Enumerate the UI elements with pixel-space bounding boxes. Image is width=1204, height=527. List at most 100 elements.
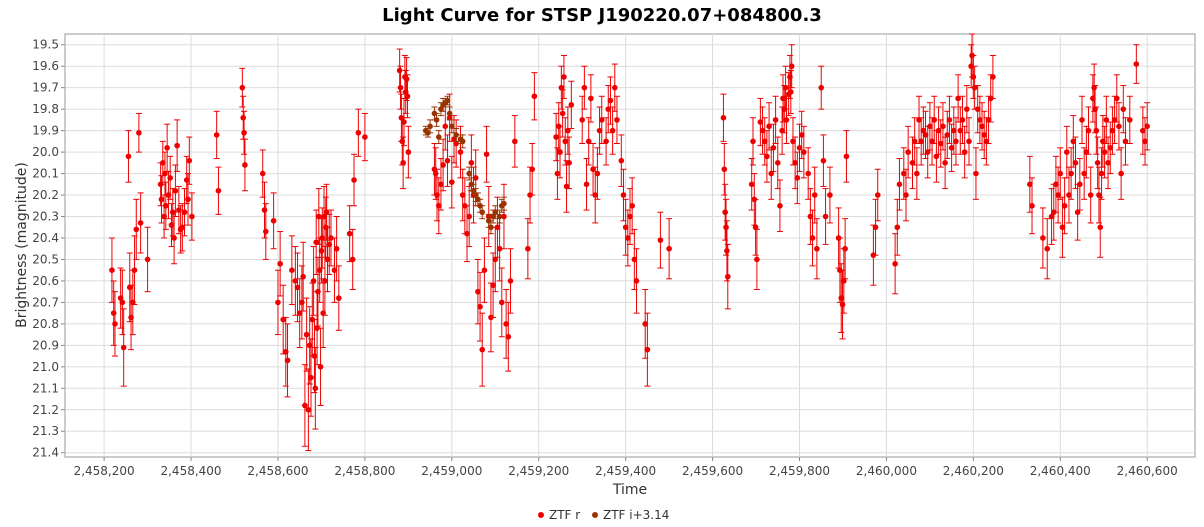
data-point [843, 153, 850, 160]
data-point [119, 299, 126, 306]
data-point [618, 157, 625, 164]
data-point [481, 267, 488, 273]
legend-marker [592, 512, 598, 518]
data-point [722, 209, 728, 216]
data-point [316, 213, 322, 220]
data-point [1066, 192, 1072, 198]
data-point [966, 138, 972, 145]
data-point [839, 301, 846, 308]
data-point [277, 260, 283, 267]
data-point [937, 140, 944, 147]
data-point [529, 166, 536, 173]
data-point [174, 142, 180, 149]
data-point [1133, 61, 1140, 67]
data-point [328, 235, 334, 241]
data-point [449, 123, 455, 130]
data-point [125, 153, 132, 160]
data-point [782, 84, 789, 91]
data-point [561, 74, 567, 80]
data-point [333, 245, 340, 252]
data-point [811, 192, 818, 198]
data-point [983, 138, 990, 145]
data-point [270, 218, 277, 224]
data-point [346, 230, 353, 237]
data-point [183, 177, 190, 183]
data-point [318, 248, 325, 254]
data-point [466, 213, 472, 220]
data-point [583, 181, 590, 188]
y-tick-label: 20.7 [32, 295, 59, 309]
data-point [470, 187, 477, 194]
data-point [1122, 138, 1129, 145]
data-point [457, 149, 464, 155]
y-tick-label: 21.4 [32, 446, 59, 460]
data-point [901, 170, 907, 177]
data-point [446, 110, 453, 117]
data-point [299, 299, 305, 306]
data-point [609, 127, 616, 134]
data-point [240, 114, 246, 121]
data-point [1103, 117, 1110, 123]
y-tick-label: 21.0 [32, 360, 59, 374]
data-point [721, 166, 728, 173]
data-point [459, 192, 466, 198]
data-point [557, 149, 563, 155]
data-point [305, 406, 312, 413]
data-point [905, 149, 911, 155]
y-tick-label: 21.3 [32, 424, 59, 438]
data-point [777, 202, 783, 209]
data-point [163, 202, 169, 209]
data-point [242, 162, 248, 168]
data-point [317, 364, 324, 370]
data-point [1127, 117, 1133, 123]
data-point [144, 256, 151, 263]
data-point [336, 295, 342, 301]
data-point [842, 245, 848, 252]
data-point [355, 129, 362, 136]
data-point [311, 353, 318, 359]
series-ztf-r [108, 33, 1151, 452]
data-point [494, 224, 501, 231]
data-point [657, 237, 664, 243]
data-point [918, 138, 924, 145]
data-point [302, 402, 308, 409]
data-point [1087, 192, 1094, 198]
legend-label: ZTF i+3.14 [603, 508, 669, 522]
data-point [1074, 209, 1081, 216]
data-point [1044, 245, 1051, 252]
data-point [435, 202, 442, 209]
y-tick-label: 20.9 [32, 338, 59, 352]
data-point [349, 256, 356, 263]
data-point [801, 149, 807, 155]
data-point [303, 331, 310, 338]
data-point [1142, 138, 1148, 145]
x-tick-label: 2,460,000 [856, 464, 917, 478]
data-point [185, 196, 191, 203]
plot-area [64, 33, 1196, 458]
data-point [642, 321, 649, 327]
data-point [435, 134, 442, 140]
data-point [181, 209, 188, 216]
data-point [109, 267, 115, 273]
data-point [492, 256, 499, 263]
data-point [172, 187, 179, 194]
data-point [397, 84, 404, 91]
data-point [948, 145, 955, 151]
data-point [404, 93, 411, 100]
data-point [788, 89, 794, 95]
data-point [351, 177, 357, 183]
data-point [433, 117, 440, 123]
data-point [468, 160, 475, 166]
x-axis-title: Time [612, 482, 647, 498]
data-point [971, 84, 978, 91]
data-point [133, 226, 140, 233]
data-point [764, 153, 770, 160]
data-point [568, 102, 575, 108]
data-point [1068, 170, 1074, 177]
data-point [505, 333, 512, 340]
data-point [1116, 123, 1122, 130]
data-point [162, 170, 168, 177]
data-point [440, 162, 446, 168]
data-point [1144, 123, 1150, 130]
data-point [768, 170, 775, 177]
